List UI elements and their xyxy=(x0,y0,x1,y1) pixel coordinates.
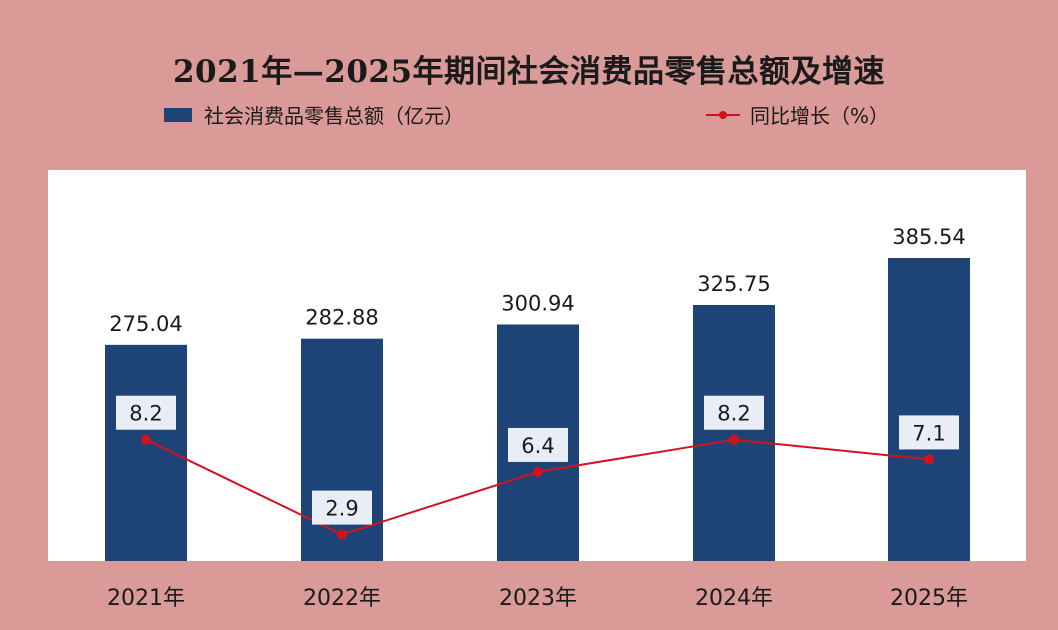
bar-value-label: 385.54 xyxy=(892,225,965,249)
growth-value-label: 8.2 xyxy=(129,402,162,426)
growth-label-box xyxy=(704,395,764,430)
growth-point xyxy=(337,529,347,540)
bar-value-label: 300.94 xyxy=(501,291,574,315)
bar-value-label: 275.04 xyxy=(109,312,182,336)
legend-item-line: 同比增长（%） xyxy=(706,100,889,129)
chart-title: 2021年—2025年期间社会消费品零售总额及增速 xyxy=(172,54,886,90)
growth-point xyxy=(924,454,934,465)
x-tick-label: 2025年 xyxy=(890,586,968,611)
legend-line-label: 同比增长（%） xyxy=(750,104,890,128)
bar-value-label: 282.88 xyxy=(305,306,378,330)
growth-point xyxy=(729,434,739,445)
growth-value-label: 7.1 xyxy=(912,421,945,445)
growth-label-box xyxy=(508,427,568,462)
growth-label-box xyxy=(312,490,372,525)
growth-label-box xyxy=(116,395,176,430)
legend-item-bar: 社会消费品零售总额（亿元） xyxy=(164,100,464,129)
legend-bar-label: 社会消费品零售总额（亿元） xyxy=(204,104,464,128)
bar-4 xyxy=(693,304,775,561)
growth-point xyxy=(533,466,543,477)
legend-line-swatch xyxy=(706,108,740,122)
bar-2 xyxy=(301,338,383,561)
bar-5 xyxy=(888,258,970,561)
legend-bar-swatch xyxy=(164,107,192,122)
growth-value-label: 6.4 xyxy=(521,434,554,458)
x-tick-label: 2021年 xyxy=(107,586,185,611)
growth-value-label: 2.9 xyxy=(325,497,358,521)
bar-value-label: 325.75 xyxy=(697,272,770,296)
x-tick-label: 2024年 xyxy=(695,586,773,611)
growth-point xyxy=(141,434,151,445)
growth-label-box xyxy=(899,415,959,450)
x-tick-label: 2022年 xyxy=(303,586,381,611)
growth-value-label: 8.2 xyxy=(717,402,750,426)
x-tick-label: 2023年 xyxy=(499,586,577,611)
